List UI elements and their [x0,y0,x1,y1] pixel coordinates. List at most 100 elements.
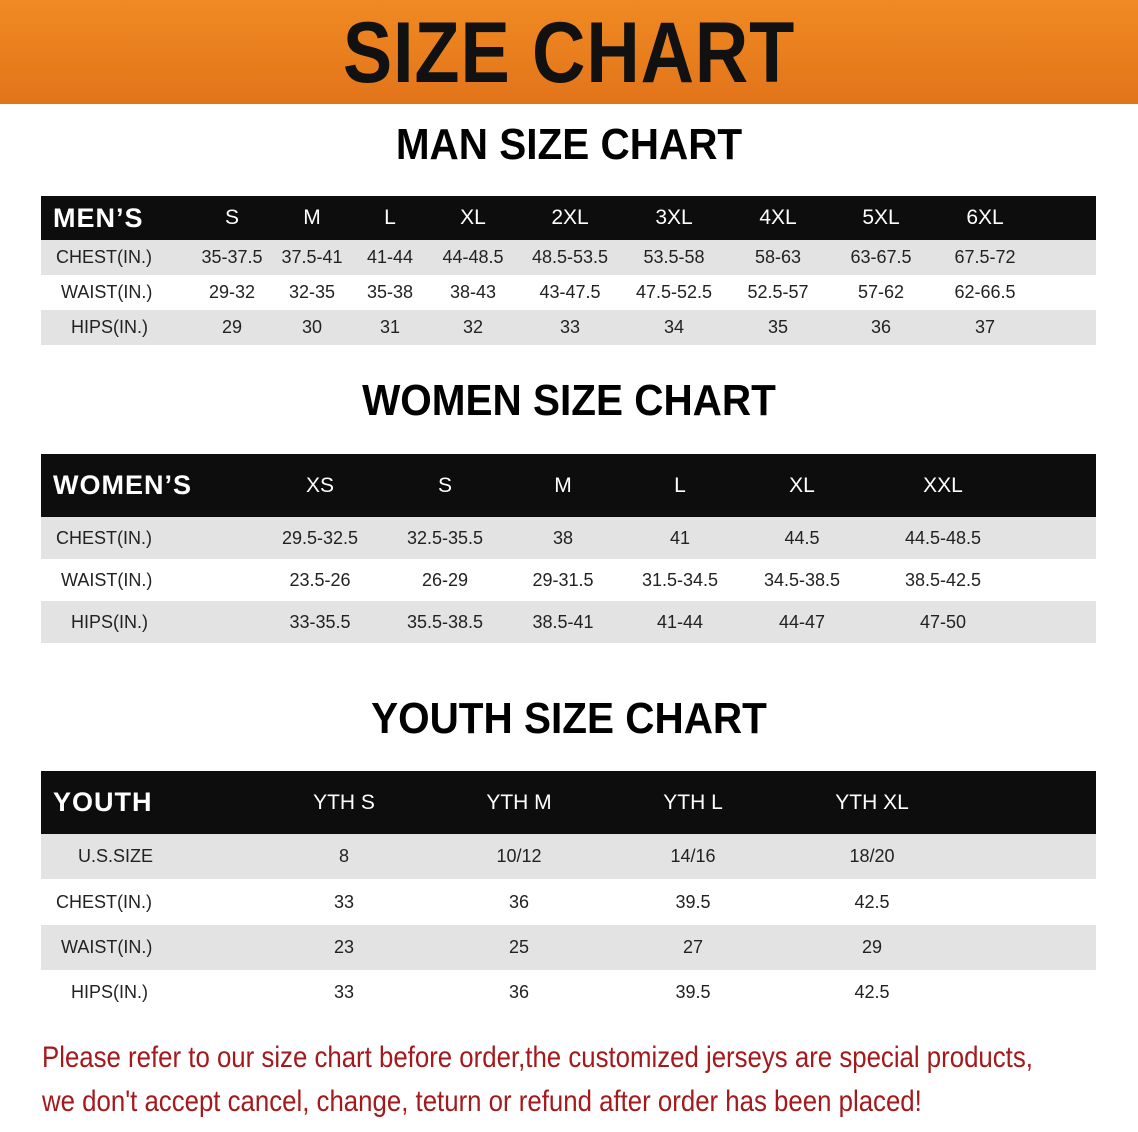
table-cell: 30 [301,317,323,337]
row-label: CHEST(IN.) [56,891,152,912]
table-cell: 39.5 [675,891,711,912]
size-header-yth-s: YTH S [313,790,375,814]
table-cell: 29-31.5 [532,569,594,590]
row-label: CHEST(IN.) [56,247,152,267]
youth-section-title: YOUTH SIZE CHART [371,694,767,743]
table-cell: 31.5-34.5 [641,569,719,590]
size-header-6xl: 6XL [966,206,1004,229]
table-cell: 38-43 [449,282,497,302]
table-cell: 38.5-41 [532,611,594,632]
table-cell: 23.5-26 [289,569,351,590]
men-section-title: MAN SIZE CHART [395,120,743,169]
table-cell: 33-35.5 [289,611,351,632]
table-row: WAIST(IN.) 29-32 32-35 35-38 38-43 43-47.5 47.… [41,275,1096,310]
table-row: CHEST(IN.) 29.5-32.5 32.5-35.5 38 41 44.5 44.5… [41,517,1096,559]
table-cell: 57-62 [857,282,905,302]
row-label: CHEST(IN.) [56,527,152,548]
table-cell: 38 [552,527,574,548]
header-row: YOUTH YTH S YTH M YTH L YTH XL [41,771,1096,834]
table-cell: 18/20 [849,846,895,866]
table-cell: 26-29 [421,569,469,590]
header-label: YOUTH [53,787,153,817]
women-section-title: WOMEN SIZE CHART [362,376,776,425]
table-cell: 63-67.5 [850,247,912,267]
notice-line-1: Please refer to our size chart before or… [42,1041,1033,1074]
table-cell: 10/12 [496,846,542,866]
table-cell: 37.5-41 [281,247,343,267]
table-cell: 27 [682,937,704,957]
table-cell: 44.5 [784,527,820,548]
size-header-s: S [437,473,453,497]
table-cell: 31 [379,317,401,337]
size-header-s: S [224,206,240,229]
table-cell: 41 [669,527,691,548]
size-header-m: M [303,206,321,229]
table-cell: 36 [870,317,892,337]
table-cell: 29 [861,937,883,957]
table-cell: 32.5-35.5 [406,527,484,548]
table-cell: 14/16 [670,846,716,866]
table-cell: 34 [663,317,685,337]
table-row: U.S.SIZE 8 10/12 14/16 18/20 [41,834,1096,879]
header-row: WOMEN’S XS S M L XL XXL [41,454,1096,517]
header-label: MEN’S [53,202,144,233]
men-size-table: MEN’S S M L XL 2XL 3XL 4XL 5XL 6XL CHEST(IN.) 35-37… [41,196,1096,345]
row-label: WAIST(IN.) [61,569,153,590]
table-cell: 47-50 [919,611,967,632]
table-cell: 35-37.5 [201,247,263,267]
size-header-xl: XL [460,206,486,229]
table-cell: 42.5 [854,982,890,1002]
table-cell: 53.5-58 [643,247,705,267]
table-cell: 36 [508,891,530,912]
table-cell: 35 [767,317,789,337]
notice-text: Please refer to our size chart before or… [42,1036,1126,1124]
table-cell: 48.5-53.5 [531,247,609,267]
table-cell: 34.5-38.5 [763,569,841,590]
table-row: WAIST(IN.) 23.5-26 26-29 29-31.5 31.5-34.5 34… [41,559,1096,601]
table-cell: 39.5 [675,982,711,1002]
table-cell: 44.5-48.5 [904,527,982,548]
table-cell: 47.5-52.5 [635,282,713,302]
size-header-5xl: 5XL [862,206,900,229]
size-header-yth-m: YTH M [486,790,552,814]
table-cell: 35-38 [366,282,414,302]
table-cell: 37 [974,317,996,337]
table-cell: 38.5-42.5 [904,569,982,590]
row-label: HIPS(IN.) [71,611,149,632]
table-cell: 29-32 [208,282,256,302]
table-cell: 44-48.5 [442,247,504,267]
table-cell: 32 [462,317,484,337]
size-header-3xl: 3XL [655,206,693,229]
banner-title: SIZE CHART [342,5,796,101]
header-label: WOMEN’S [53,470,192,500]
table-cell: 36 [508,982,530,1002]
table-cell: 67.5-72 [954,247,1016,267]
table-row: WAIST(IN.) 23 25 27 29 [41,925,1096,970]
table-row: CHEST(IN.) 33 36 39.5 42.5 [41,879,1096,925]
size-header-m: M [554,473,572,497]
table-cell: 44-47 [778,611,826,632]
table-cell: 25 [508,937,530,957]
table-cell: 23 [333,937,355,957]
table-row: CHEST(IN.) 35-37.5 37.5-41 41-44 44-48.5 48.5… [41,240,1096,275]
size-header-yth-xl: YTH XL [835,790,909,814]
size-header-xxl: XXL [923,473,963,497]
row-label: HIPS(IN.) [71,317,149,337]
table-cell: 33 [333,891,355,912]
table-cell: 32-35 [288,282,336,302]
row-label: HIPS(IN.) [71,982,149,1002]
size-header-2xl: 2XL [551,206,589,229]
table-cell: 35.5-38.5 [406,611,484,632]
youth-size-table: YOUTH YTH S YTH M YTH L YTH XL U.S.SIZE 8 10/12… [41,771,1096,1015]
size-header-xs: XS [305,473,335,497]
banner: SIZE CHART [0,0,1138,104]
notice-line-2: we don't accept cancel, change, teturn o… [42,1085,922,1118]
table-cell: 42.5 [854,891,890,912]
table-cell: 8 [338,846,350,866]
table-row: HIPS(IN.) 33 36 39.5 42.5 [41,970,1096,1015]
size-header-yth-l: YTH L [663,790,723,814]
row-label: WAIST(IN.) [61,937,153,957]
table-cell: 29.5-32.5 [281,527,359,548]
table-cell: 43-47.5 [539,282,601,302]
